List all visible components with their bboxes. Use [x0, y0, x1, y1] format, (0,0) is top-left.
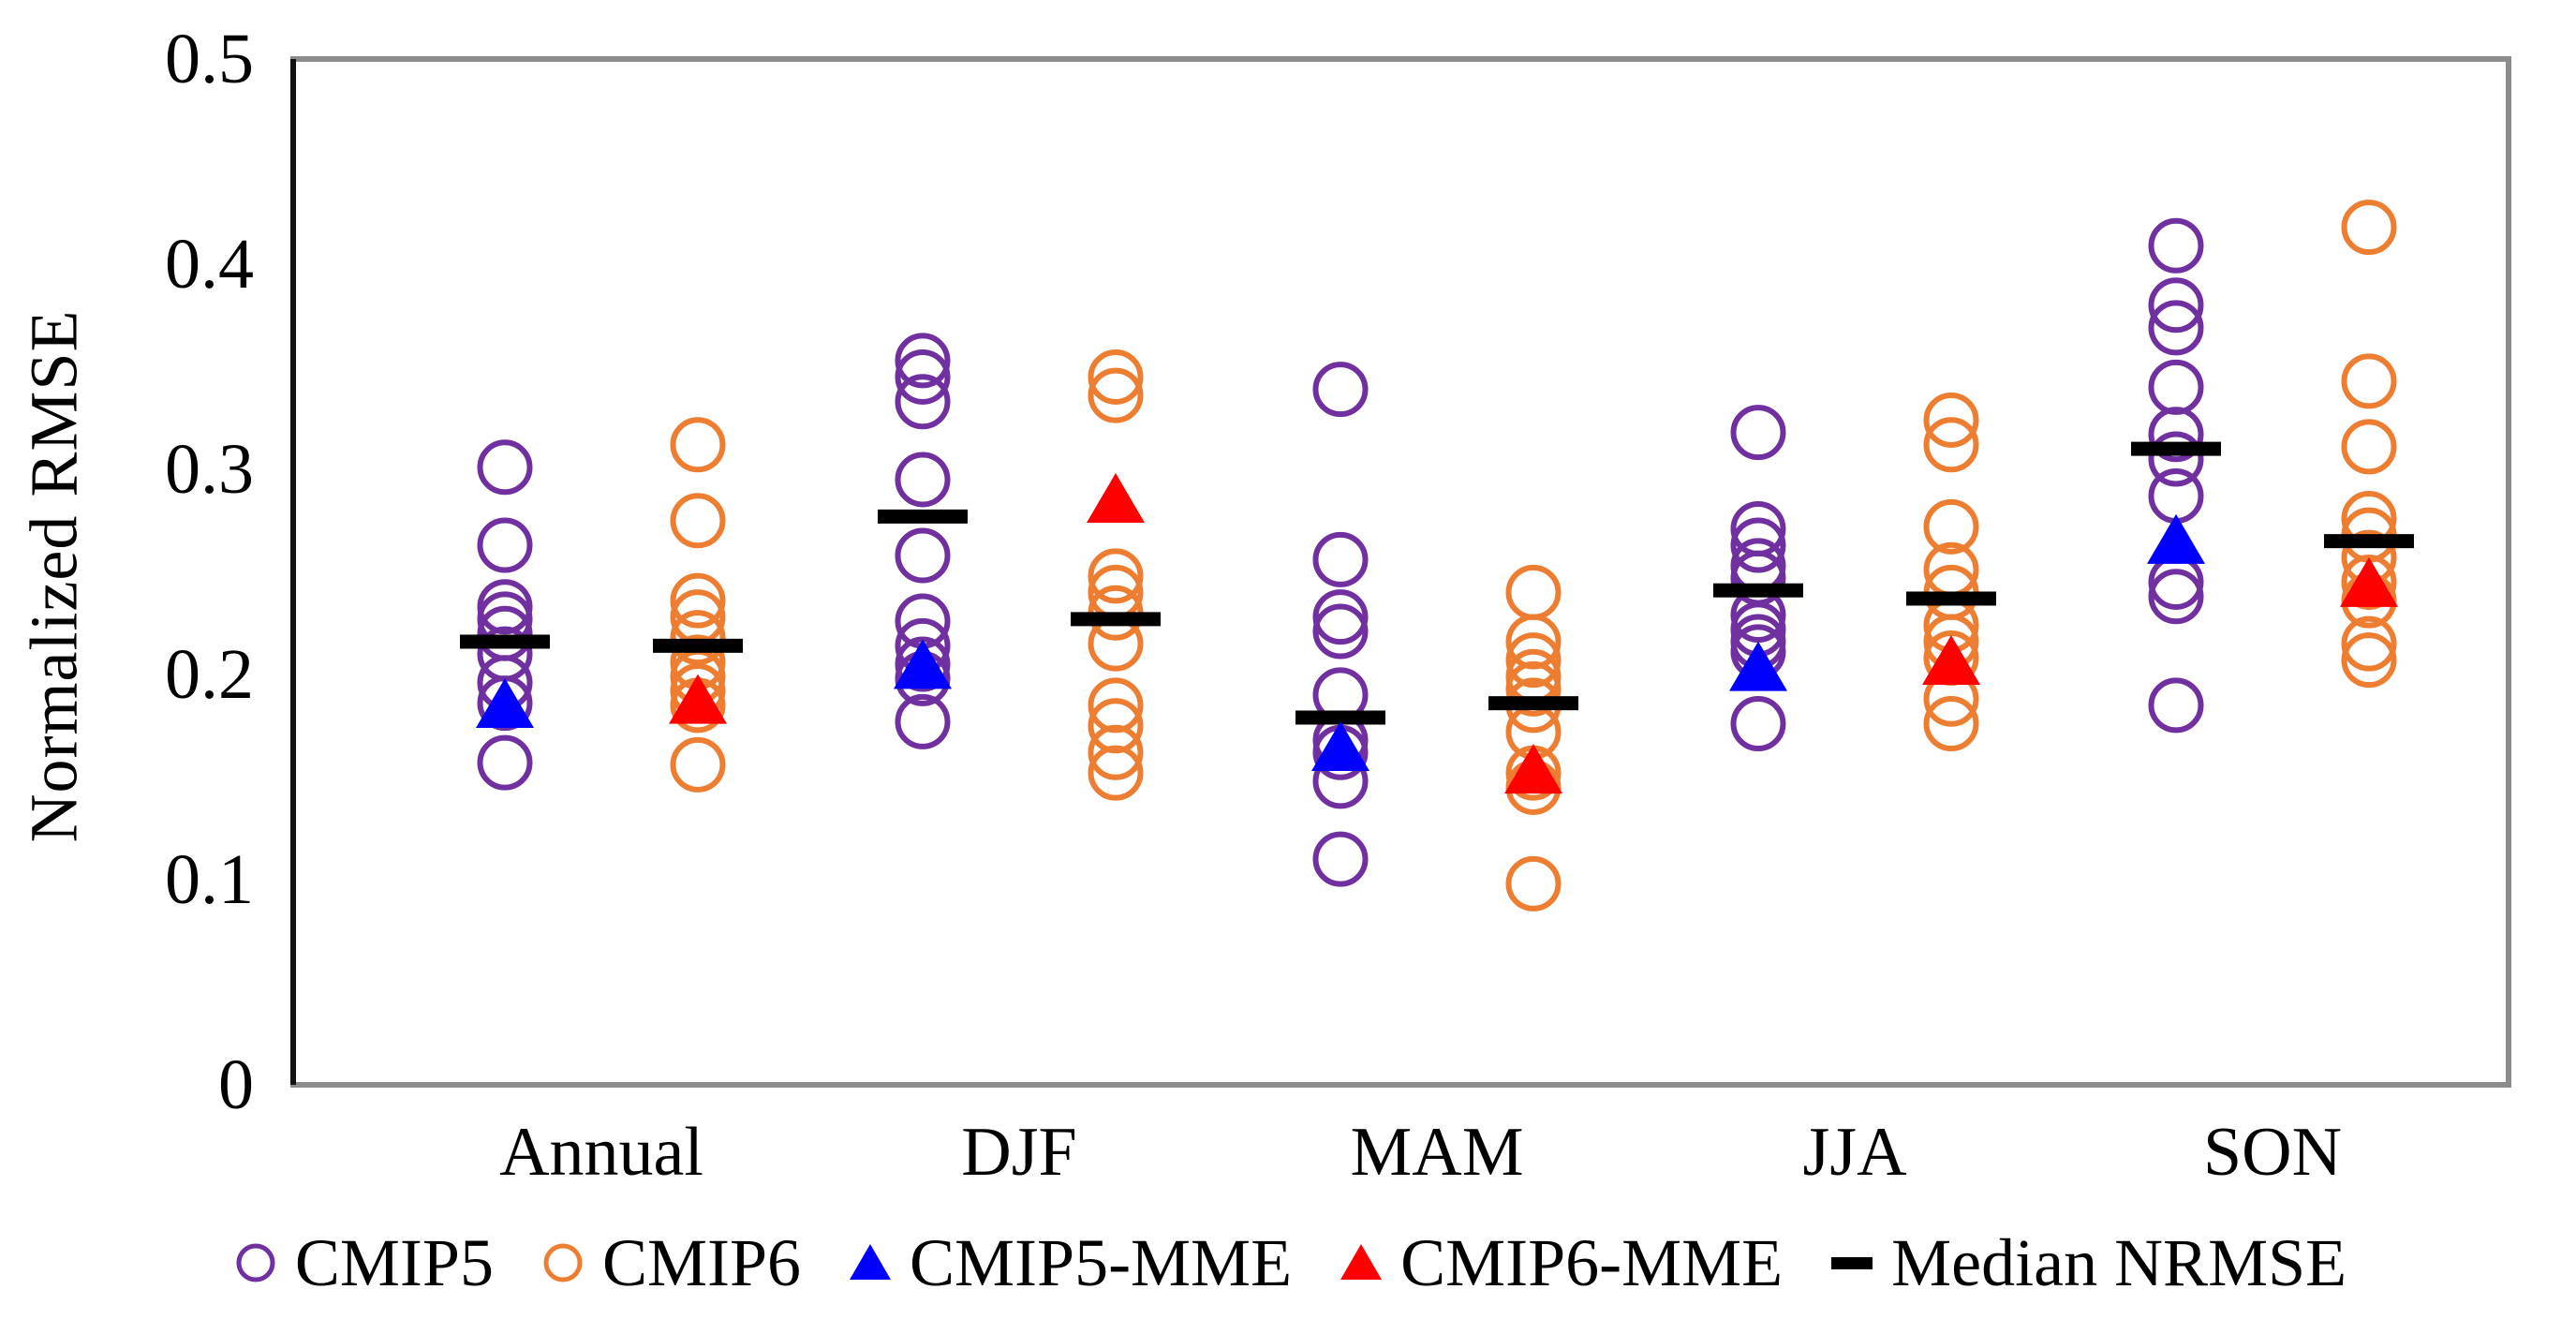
cmip6-point	[1923, 417, 1979, 473]
cmip5-point	[1730, 405, 1786, 461]
cmip6-point	[1088, 724, 1144, 780]
cmip5-point	[895, 333, 951, 389]
x-tick-label: DJF	[961, 1114, 1076, 1191]
cmip5-open-circle-icon	[229, 1237, 282, 1289]
median-bar	[2131, 441, 2221, 456]
cmip5-point	[2148, 467, 2204, 524]
cmip5-point	[2148, 677, 2204, 734]
median-bar	[460, 634, 550, 649]
cmip5-point	[895, 452, 951, 508]
cmip6-point	[670, 610, 726, 666]
median-dash-icon	[1826, 1237, 1878, 1289]
cmip5-point	[895, 693, 951, 749]
cmip5-point	[895, 374, 951, 430]
cmip6-point	[670, 417, 726, 473]
cmip6-point	[2341, 200, 2397, 256]
legend-label-cmip5-mme: CMIP5-MME	[910, 1224, 1293, 1300]
y-tick-label: 0.2	[165, 635, 254, 714]
cmip6-point	[2341, 353, 2397, 409]
y-tick-label: 0.1	[165, 840, 254, 919]
cmip6-point	[1088, 348, 1144, 405]
legend-label-median-nrmse: Median NRMSE	[1891, 1224, 2347, 1300]
legend-item-cmip5: CMIP5	[229, 1224, 494, 1302]
cmip6-mme-marker	[2340, 556, 2398, 607]
cmip6-point	[1505, 660, 1562, 717]
legend-label-cmip6: CMIP6	[601, 1224, 801, 1300]
cmip5-point	[2148, 431, 2204, 487]
cmip5-point	[1312, 531, 1369, 587]
cmip5-mme-marker	[2147, 513, 2205, 564]
cmip6-point	[1088, 615, 1144, 672]
cmip6-point	[670, 736, 726, 793]
cmip5-mme-marker	[1311, 721, 1369, 772]
y-tick-label: 0.4	[165, 225, 254, 304]
cmip5-point	[1312, 362, 1369, 418]
median-bar	[878, 509, 968, 524]
x-tick-label: Annual	[499, 1114, 703, 1191]
median-bar	[2324, 534, 2414, 549]
cmip6-point	[1088, 745, 1144, 801]
legend-label-cmip5: CMIP5	[294, 1224, 494, 1300]
cmip6-point	[1505, 855, 1562, 912]
y-tick-label: 0.5	[165, 20, 254, 98]
cmip5-point	[1312, 589, 1369, 645]
median-bar	[1713, 583, 1803, 598]
cmip6-point	[2341, 615, 2397, 672]
cmip5-mme-triangle-icon	[844, 1237, 896, 1289]
median-bar	[1071, 612, 1161, 627]
legend-label-cmip6-mme: CMIP6-MME	[1400, 1224, 1784, 1300]
cmip5-point	[2148, 217, 2204, 274]
cmip5-point	[895, 527, 951, 584]
cmip5-point	[477, 439, 533, 496]
cmip6-point	[1088, 548, 1144, 604]
x-tick-label: MAM	[1350, 1114, 1523, 1191]
cmip6-point	[1923, 696, 1979, 752]
legend: CMIP5 CMIP6 CMIP5-MME CMIP6-MME Median N…	[0, 1207, 2576, 1319]
legend-item-median-nrmse: Median NRMSE	[1826, 1224, 2347, 1302]
legend-item-cmip5-mme: CMIP5-MME	[844, 1224, 1292, 1302]
median-bar	[1295, 710, 1385, 725]
cmip6-mme-triangle-icon	[1335, 1237, 1387, 1289]
median-bar	[1488, 696, 1578, 711]
cmip5-point	[2148, 569, 2204, 625]
cmip6-mme-marker	[1922, 635, 1980, 686]
x-tick-label: JJA	[1802, 1114, 1906, 1191]
y-tick-label: 0.3	[165, 430, 254, 509]
cmip5-point	[2148, 407, 2204, 463]
cmip5-point	[1730, 696, 1786, 752]
cmip6-mme-marker	[1504, 744, 1562, 794]
cmip6-point	[2341, 419, 2397, 475]
cmip5-point	[1312, 603, 1369, 660]
cmip6-mme-marker	[669, 674, 727, 724]
cmip6-point	[1505, 564, 1562, 620]
cmip5-point	[2148, 300, 2204, 356]
cmip5-point	[2148, 277, 2204, 334]
cmip5-point	[1312, 831, 1369, 887]
y-tick-label: 0	[218, 1045, 254, 1124]
cmip6-open-circle-icon	[537, 1237, 589, 1289]
cmip5-point	[2148, 359, 2204, 415]
cmip6-point	[670, 572, 726, 629]
cmip5-mme-marker	[476, 678, 534, 729]
median-bar	[1906, 591, 1996, 606]
legend-item-cmip6: CMIP6	[537, 1224, 801, 1302]
cmip6-mme-marker	[1087, 473, 1145, 524]
cmip5-point	[1730, 517, 1786, 573]
cmip6-point	[2341, 632, 2397, 689]
cmip6-point	[1923, 392, 1979, 448]
legend-item-cmip6-mme: CMIP6-MME	[1335, 1224, 1783, 1302]
cmip6-point	[1505, 632, 1562, 689]
median-bar	[653, 638, 743, 653]
x-tick-label: SON	[2203, 1114, 2342, 1191]
cmip5-point	[477, 517, 533, 573]
cmip6-point	[1088, 367, 1144, 423]
cmip5-mme-marker	[894, 639, 952, 689]
cmip5-point	[477, 734, 533, 791]
cmip5-mme-marker	[1729, 641, 1787, 691]
cmip6-point	[670, 493, 726, 549]
cmip6-point	[1923, 498, 1979, 555]
cmip5-point	[895, 348, 951, 405]
